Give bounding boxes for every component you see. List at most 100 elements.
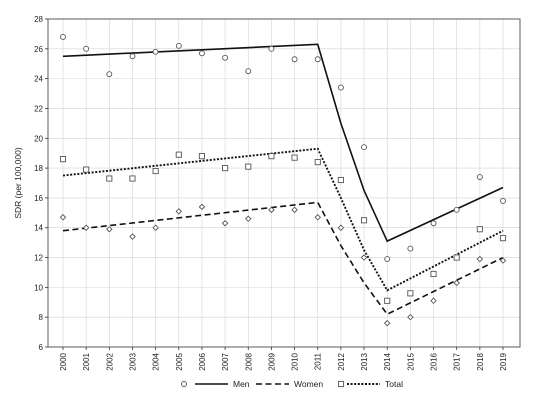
point-men <box>106 71 113 78</box>
point-men <box>175 42 182 49</box>
point-men <box>83 45 90 52</box>
y-tick-label: 16 <box>34 194 43 203</box>
point-women <box>476 255 484 263</box>
point-women <box>407 313 414 321</box>
y-tick-label: 10 <box>34 283 43 292</box>
y-tick-label: 14 <box>34 224 43 233</box>
point-men <box>268 45 275 52</box>
legend-label-total: Total <box>385 379 403 389</box>
point-women <box>268 206 275 214</box>
point-total <box>106 175 113 182</box>
point-total <box>245 163 252 170</box>
x-tick-label: 2018 <box>476 352 485 370</box>
trend-line-total <box>62 147 504 292</box>
point-total <box>453 254 460 261</box>
point-women <box>291 206 298 214</box>
x-tick-label: 2003 <box>128 352 137 370</box>
y-tick-label: 22 <box>34 104 43 113</box>
legend-marker-men <box>181 381 187 387</box>
x-tick-label: 2008 <box>244 352 253 370</box>
point-women <box>314 214 321 221</box>
point-total <box>384 297 391 304</box>
legend: Men Women Total <box>181 379 403 389</box>
point-men <box>152 48 159 55</box>
point-men <box>500 197 506 204</box>
point-total <box>476 226 483 233</box>
point-men <box>60 33 66 40</box>
point-women <box>59 214 67 221</box>
point-total <box>314 159 321 166</box>
point-women <box>175 208 183 215</box>
point-women <box>360 254 368 261</box>
y-tick-label: 28 <box>34 15 43 24</box>
x-tick-label: 2015 <box>406 352 415 370</box>
point-total <box>407 290 414 297</box>
point-women <box>430 297 437 305</box>
plot-frame <box>47 18 521 348</box>
point-total <box>152 168 159 175</box>
x-tick-label: 2007 <box>221 352 230 370</box>
x-tick-label: 2019 <box>499 352 508 370</box>
x-tick-label: 2016 <box>430 352 439 370</box>
y-tick-label: 8 <box>39 313 44 322</box>
trend-lines <box>62 43 504 316</box>
point-total <box>499 235 507 242</box>
point-total <box>59 156 67 163</box>
x-tick-label: 2001 <box>82 352 91 370</box>
point-total <box>83 166 90 173</box>
x-tick-label: 2010 <box>291 352 300 370</box>
point-men <box>361 144 368 151</box>
point-men <box>476 174 483 180</box>
point-women <box>453 279 460 287</box>
y-tick-label: 26 <box>34 45 43 54</box>
point-women <box>221 220 229 227</box>
legend-marker-total <box>337 380 345 388</box>
point-women <box>245 215 252 223</box>
point-women <box>383 319 391 327</box>
point-total <box>198 153 205 160</box>
point-total <box>361 217 368 224</box>
trend-line-men <box>62 43 504 243</box>
point-men <box>198 50 205 57</box>
point-total <box>268 153 275 160</box>
x-tick-label: 2006 <box>198 352 207 370</box>
point-women <box>499 257 507 264</box>
point-total <box>430 270 437 277</box>
y-tick-label: 12 <box>34 254 43 263</box>
point-total <box>175 151 182 158</box>
point-men <box>337 84 344 91</box>
point-men <box>430 220 437 227</box>
point-total <box>222 165 229 172</box>
x-tick-label: 2002 <box>105 352 114 370</box>
point-men <box>453 206 460 213</box>
x-tick-label: 2011 <box>314 352 323 370</box>
point-total <box>129 175 136 182</box>
y-tick-label: 20 <box>34 134 43 143</box>
point-women <box>152 224 159 231</box>
y-tick-label: 24 <box>34 75 43 84</box>
point-total <box>291 154 298 161</box>
data-points <box>59 33 507 327</box>
x-tick-label: 2009 <box>267 352 276 370</box>
point-men <box>245 68 252 75</box>
trend-line-women <box>62 201 504 316</box>
point-men <box>222 54 229 61</box>
point-women <box>106 225 113 233</box>
y-tick-label: 18 <box>34 164 43 173</box>
point-men <box>407 245 414 252</box>
x-tick-label: 2012 <box>337 352 346 370</box>
y-tick-label: 6 <box>39 343 44 352</box>
x-tick-label: 2004 <box>152 352 161 370</box>
grid-lines <box>48 19 520 347</box>
point-women <box>129 233 136 240</box>
point-men <box>129 53 136 60</box>
x-tick-label: 2005 <box>175 352 184 370</box>
x-tick-label: 2000 <box>59 352 68 370</box>
point-total <box>337 176 344 184</box>
point-men <box>291 56 298 63</box>
x-axis-ticks: 2000 2001 2002 2003 2004 2005 2006 2007 2008 2009… <box>59 347 508 371</box>
point-women <box>82 224 90 231</box>
legend-label-men: Men <box>233 379 250 389</box>
x-tick-label: 2013 <box>360 352 369 370</box>
